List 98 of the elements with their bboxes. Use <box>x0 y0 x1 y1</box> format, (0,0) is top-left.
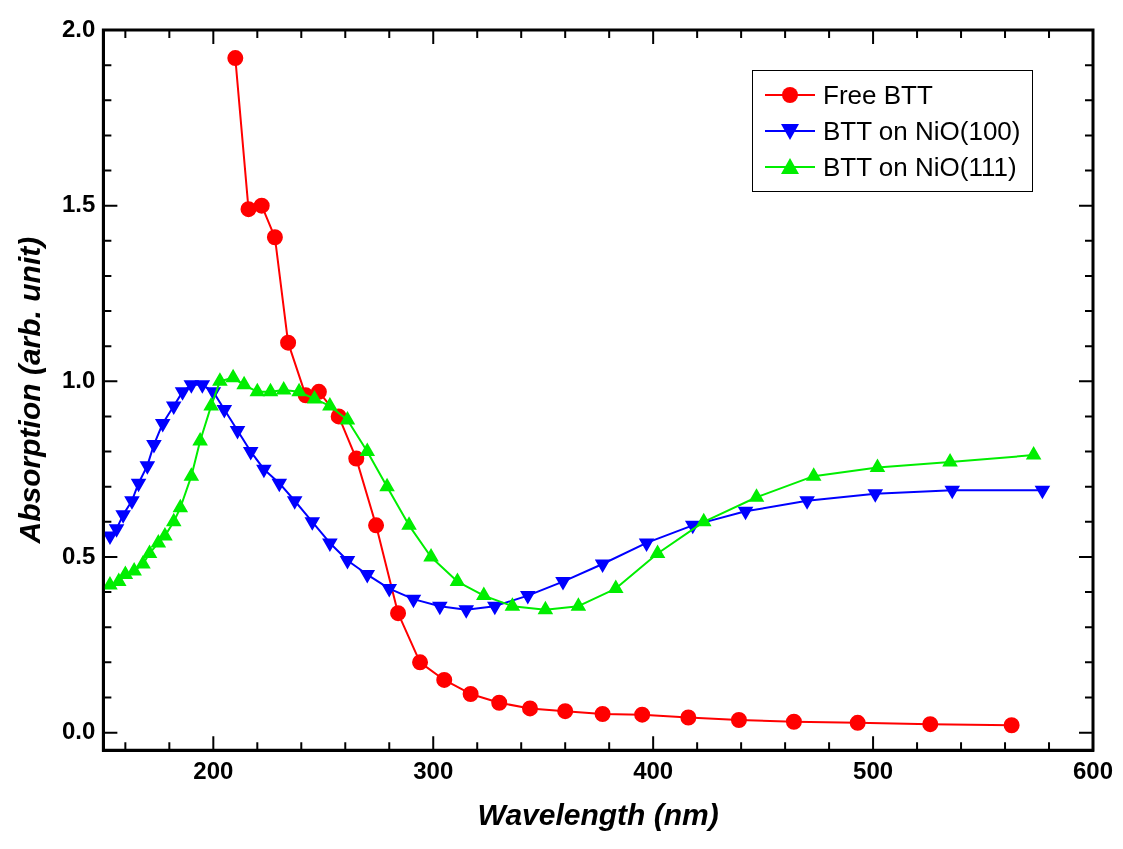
y-tick-label: 0.5 <box>61 541 96 569</box>
y-tick-label: 0.0 <box>61 717 96 745</box>
point <box>1003 717 1020 734</box>
point <box>738 506 753 520</box>
point <box>142 545 157 558</box>
point <box>166 513 181 527</box>
x-tick-label: 400 <box>633 757 674 785</box>
point <box>730 711 747 728</box>
point <box>305 517 320 530</box>
legend-label: BTT on NiO(111) <box>823 151 1017 183</box>
point <box>135 556 151 569</box>
point <box>390 605 407 622</box>
point <box>193 433 208 446</box>
point <box>109 524 124 537</box>
point <box>922 716 939 733</box>
point <box>360 443 375 457</box>
point <box>217 404 232 418</box>
point <box>307 390 322 404</box>
point <box>212 373 227 386</box>
point <box>368 517 385 534</box>
point <box>103 531 118 544</box>
point <box>459 605 474 618</box>
point <box>204 397 219 411</box>
point <box>942 454 958 467</box>
point <box>800 496 815 509</box>
point <box>505 598 520 611</box>
x-tick-label: 300 <box>413 757 454 785</box>
point <box>322 538 337 551</box>
point <box>116 510 131 523</box>
point <box>639 538 654 551</box>
point <box>237 376 252 390</box>
point <box>340 555 355 569</box>
point <box>423 548 439 562</box>
point <box>1035 485 1050 499</box>
point <box>157 527 172 541</box>
point <box>276 382 291 395</box>
point <box>634 706 651 723</box>
point <box>491 694 508 711</box>
point <box>571 598 586 611</box>
y-axis-title: Absorption (arb. unit) <box>13 236 47 545</box>
point <box>266 229 283 246</box>
point <box>595 559 610 572</box>
point <box>292 383 307 397</box>
point <box>806 468 821 481</box>
point <box>538 601 553 615</box>
point <box>1026 447 1041 460</box>
point <box>111 573 126 587</box>
point <box>240 201 257 218</box>
point <box>175 387 190 400</box>
point <box>250 383 265 397</box>
point <box>253 197 270 214</box>
point <box>155 418 170 432</box>
point <box>184 468 199 481</box>
point <box>870 459 885 472</box>
point <box>462 685 479 702</box>
point <box>476 587 491 601</box>
point <box>522 700 539 717</box>
y-tick-label: 1.5 <box>61 190 96 218</box>
point <box>173 499 188 513</box>
point <box>594 706 611 723</box>
point <box>151 534 166 548</box>
point <box>412 654 429 671</box>
point <box>680 709 697 726</box>
point <box>696 513 711 527</box>
point <box>124 496 140 509</box>
point <box>195 380 210 393</box>
point <box>749 489 764 502</box>
point <box>340 411 355 425</box>
point <box>263 383 278 397</box>
point <box>557 703 574 720</box>
point <box>450 573 465 587</box>
x-axis-title: Wavelength (nm) <box>477 798 719 832</box>
point <box>945 485 960 499</box>
point <box>401 517 417 530</box>
point <box>280 334 297 351</box>
point <box>650 545 665 558</box>
y-tick-label: 1.0 <box>61 365 96 393</box>
x-tick-label: 200 <box>193 757 234 785</box>
point <box>785 713 802 730</box>
legend-label: Free BTT <box>823 79 933 111</box>
point <box>103 577 118 590</box>
point <box>849 714 866 731</box>
point <box>166 401 181 414</box>
point <box>380 478 395 492</box>
point <box>184 380 199 393</box>
x-tick-label: 600 <box>1072 757 1114 785</box>
y-tick-label: 2.0 <box>61 14 96 42</box>
legend-label: BTT on NiO(100) <box>823 115 1021 147</box>
x-tick-label: 500 <box>853 757 894 785</box>
point <box>287 496 302 509</box>
point <box>436 671 453 688</box>
point <box>322 397 337 411</box>
point <box>868 489 883 502</box>
point <box>226 369 241 383</box>
point <box>127 563 142 576</box>
point <box>608 580 623 594</box>
point <box>348 450 365 467</box>
point <box>227 50 244 67</box>
